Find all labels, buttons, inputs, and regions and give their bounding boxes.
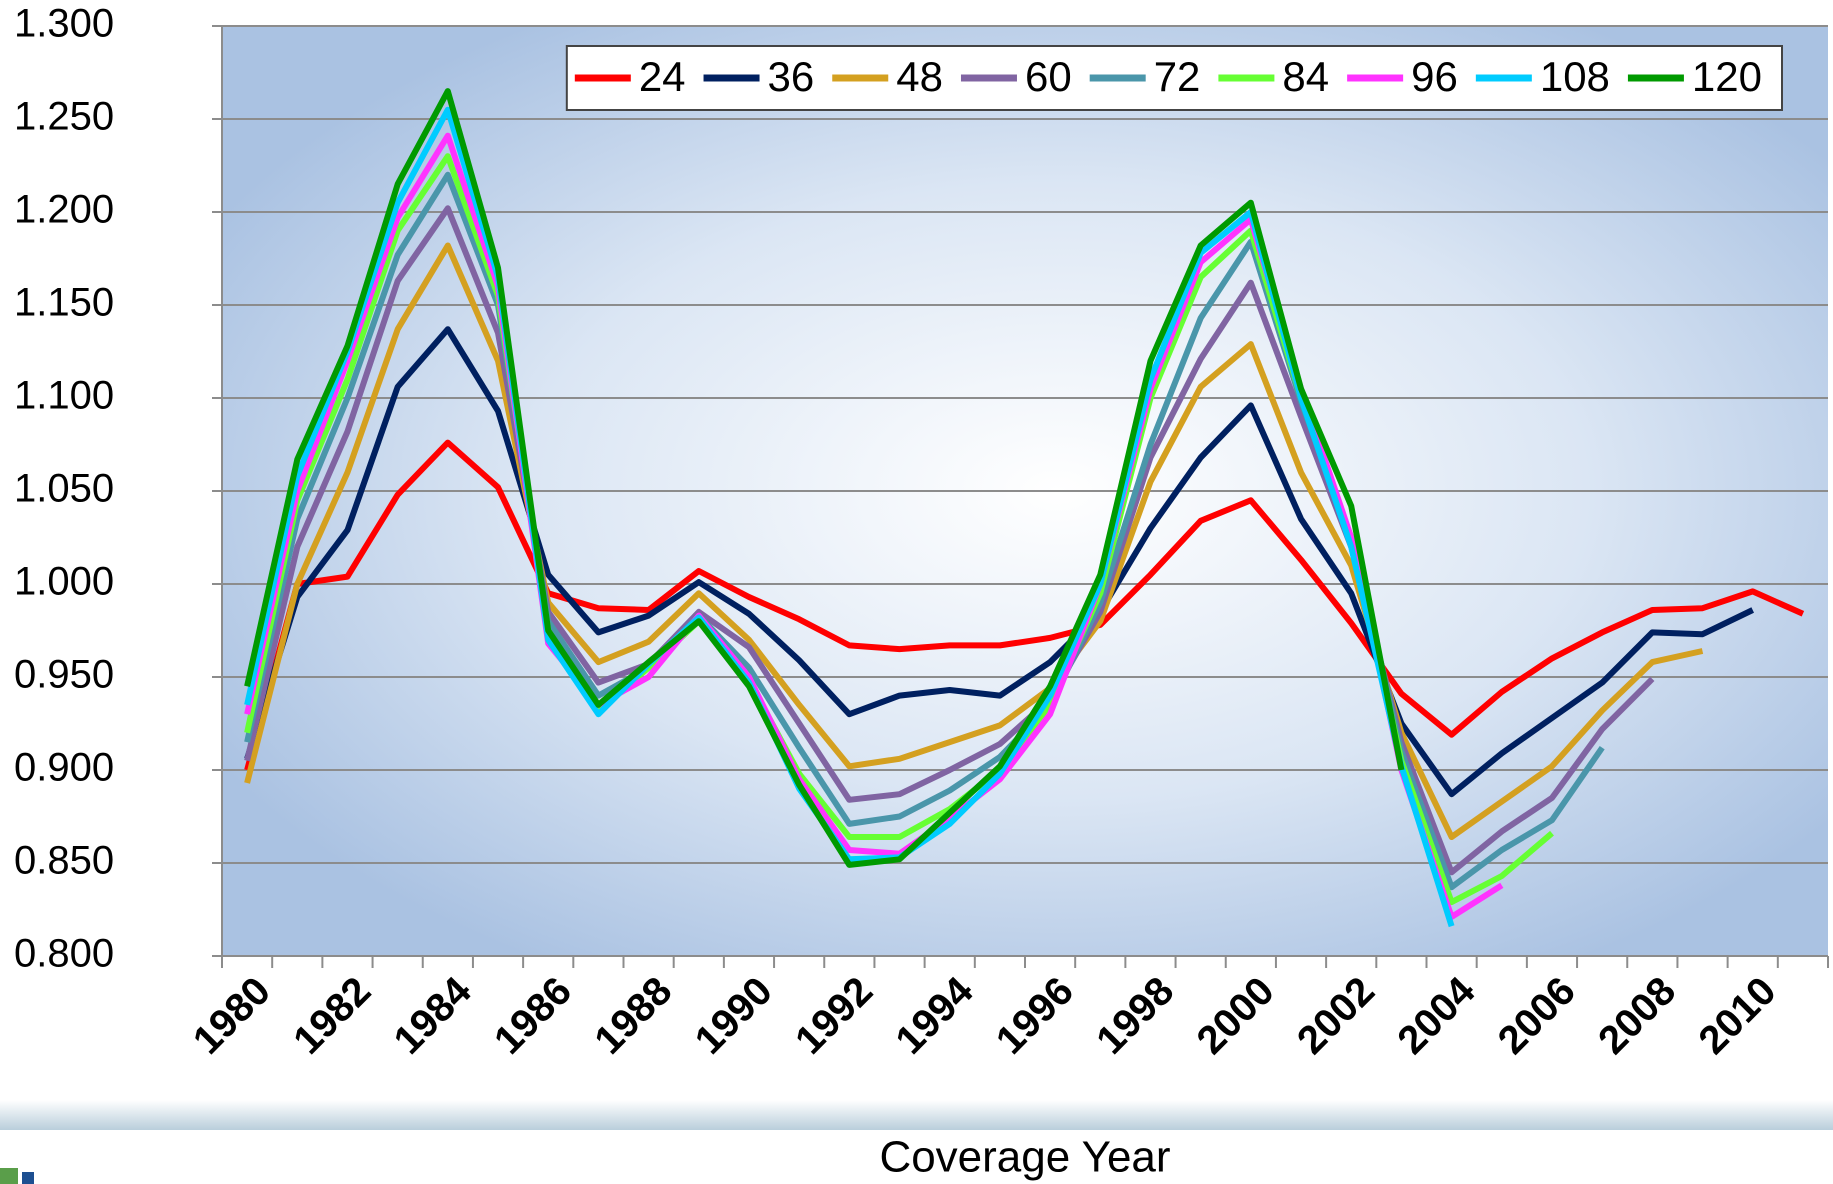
y-tick-label: 0.800 (14, 932, 114, 976)
x-tick-label: 1990 (687, 969, 781, 1063)
y-tick-label: 0.950 (14, 653, 114, 697)
y-tick-label: 0.850 (14, 839, 114, 883)
y-tick-label: 0.900 (14, 746, 114, 790)
legend-label: 108 (1540, 53, 1610, 100)
y-tick-label: 1.250 (14, 95, 114, 139)
x-tick-label: 1982 (285, 969, 379, 1063)
x-tick-label: 2008 (1590, 969, 1684, 1063)
logo (22, 1172, 34, 1184)
x-axis-title: Coverage Year (879, 1133, 1170, 1182)
legend-label: 48 (896, 53, 943, 100)
x-tick-label: 1996 (988, 969, 1082, 1063)
series-line (244, 326, 1755, 798)
x-tick-label: 2006 (1490, 969, 1584, 1063)
y-tick-label: 1.300 (14, 2, 114, 46)
legend-label: 72 (1154, 53, 1201, 100)
legend-label: 96 (1411, 53, 1458, 100)
legend-label: 24 (639, 53, 686, 100)
legend-label: 84 (1282, 53, 1329, 100)
x-tick-label: 2010 (1691, 969, 1785, 1063)
x-tick-label: 2000 (1189, 969, 1283, 1063)
y-tick-label: 1.000 (14, 560, 114, 604)
legend-box (565, 45, 1783, 111)
footer-band (0, 1100, 1833, 1130)
series-line (244, 439, 1805, 771)
legend-label: 36 (768, 53, 815, 100)
y-tick-label: 1.150 (14, 281, 114, 325)
y-tick-label: 1.200 (14, 188, 114, 232)
x-tick-label: 1992 (787, 969, 881, 1063)
x-tick-label: 1988 (586, 969, 680, 1063)
series-line (244, 205, 1655, 876)
legend-label: 120 (1692, 53, 1762, 100)
x-tick-label: 2004 (1389, 968, 1484, 1063)
logo (0, 1168, 18, 1184)
y-tick-label: 1.100 (14, 374, 114, 418)
x-tick-label: 1998 (1088, 969, 1182, 1063)
x-tick-label: 1984 (386, 968, 481, 1063)
legend-label: 60 (1025, 53, 1072, 100)
x-tick-label: 1994 (888, 968, 983, 1063)
series-line (244, 88, 1405, 868)
x-tick-label: 1980 (185, 969, 279, 1063)
y-tick-label: 1.050 (14, 467, 114, 511)
series-line (244, 242, 1704, 840)
legend: 24 36 48 60 72 84 96 108 120 (565, 45, 1783, 111)
x-tick-label: 2002 (1289, 969, 1383, 1063)
x-tick-label: 1986 (486, 969, 580, 1063)
